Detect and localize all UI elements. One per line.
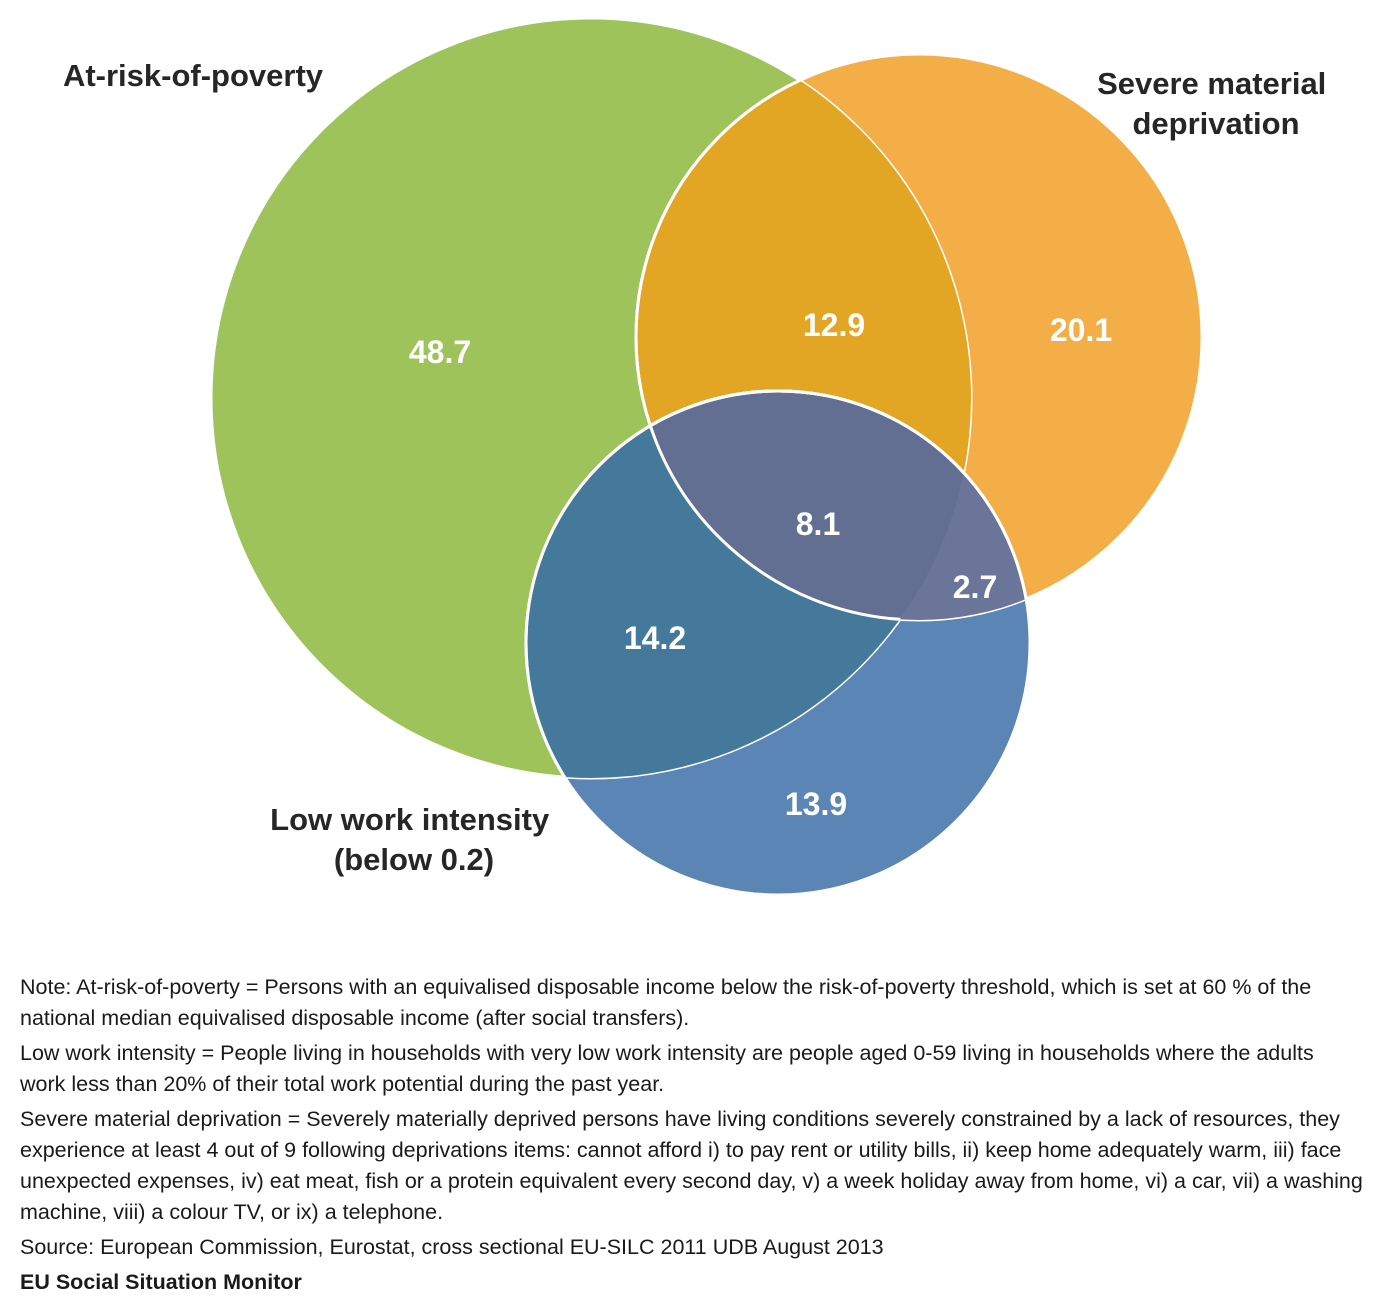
deprivation-label-line-1: Severe material xyxy=(1097,66,1326,101)
work-set-label: Low work intensity (below 0.2) xyxy=(270,802,558,877)
poverty-work-value: 14.2 xyxy=(624,620,686,656)
poverty-only-value: 48.7 xyxy=(409,334,471,370)
poverty-set-label: At-risk-of-poverty xyxy=(63,58,324,93)
work-label-line-2: (below 0.2) xyxy=(334,842,494,877)
source-line: Source: European Commission, Eurostat, c… xyxy=(20,1235,884,1259)
work-label-line-1: Low work intensity xyxy=(270,802,550,837)
notes-section: Note: At-risk-of-poverty = Persons with … xyxy=(20,972,1365,1302)
publication-name: EU Social Situation Monitor xyxy=(20,1270,302,1294)
deprivation-label-line-2: deprivation xyxy=(1132,106,1299,141)
all-three-value: 8.1 xyxy=(796,506,840,542)
deprivation-set-label: Severe material deprivation xyxy=(1097,66,1335,141)
deprivation-work-value: 2.7 xyxy=(953,569,997,605)
work-only-value: 13.9 xyxy=(785,786,847,822)
poverty-deprivation-value: 12.9 xyxy=(803,307,865,343)
note-at-risk-of-poverty: Note: At-risk-of-poverty = Persons with … xyxy=(20,975,1312,1030)
note-severe-material-deprivation: Severe material deprivation = Severely m… xyxy=(20,1107,1363,1224)
work-outline-inside-deprivation xyxy=(636,389,1032,620)
note-low-work-intensity: Low work intensity = People living in ho… xyxy=(20,1041,1314,1096)
deprivation-only-value: 20.1 xyxy=(1050,312,1112,348)
venn-diagram: At-risk-of-poverty Severe material depri… xyxy=(63,16,1335,897)
